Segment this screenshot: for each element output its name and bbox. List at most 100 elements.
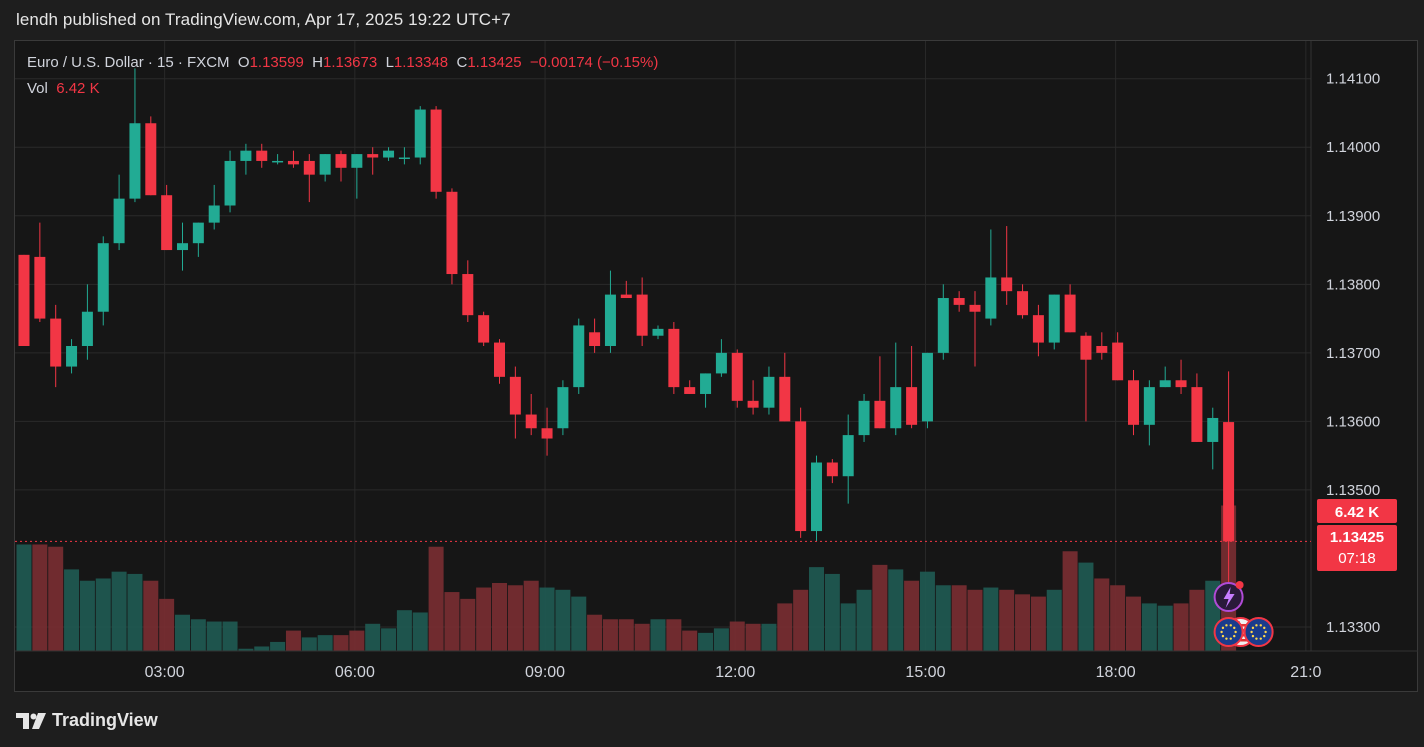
volume-bar: [777, 603, 793, 651]
eu-flag-icon: [1243, 617, 1274, 647]
candle-body: [874, 400, 886, 429]
eu-flag-icon: [1213, 617, 1244, 647]
candle-body: [446, 191, 458, 275]
candle-body: [97, 243, 109, 312]
eu-star: [1221, 626, 1225, 630]
candle-body: [953, 298, 965, 305]
volume-bar: [143, 580, 159, 651]
eu-star: [1229, 624, 1232, 627]
volume-bar: [840, 603, 856, 651]
volume-bar: [951, 585, 967, 651]
open-value: 1.13599: [249, 54, 304, 71]
candle-body: [985, 277, 997, 319]
high-value: 1.13673: [322, 54, 378, 71]
candle-body: [700, 373, 712, 394]
last-price-tag: [1317, 525, 1397, 571]
candle-body: [145, 123, 157, 196]
volume-bar: [587, 614, 603, 651]
volume-tag: [1317, 499, 1397, 523]
candle-body: [1096, 346, 1108, 353]
price-chart[interactable]: 1.14100 1.14000 1.13900 1.13800 1.13700 1.136…: [15, 41, 1418, 691]
y-tick-label: 1.14100: [1326, 71, 1380, 88]
candle-body: [937, 298, 949, 353]
candle-body: [1128, 380, 1139, 425]
candle-body: [224, 160, 236, 206]
volume-bar: [856, 589, 872, 651]
candle-body: [795, 421, 807, 532]
volume-bar: [365, 623, 381, 651]
volume-bar: [872, 564, 888, 651]
volume-bar: [1173, 603, 1189, 651]
candle-body: [430, 109, 442, 192]
volume-bar: [48, 546, 64, 651]
candle-body: [462, 274, 474, 316]
volume-layer: [16, 505, 1237, 651]
candle-body: [1223, 422, 1235, 542]
volume-bar: [238, 648, 254, 651]
candle-body: [494, 342, 505, 377]
countdown-text: 07:18: [1338, 550, 1376, 567]
notification-dot: [1235, 581, 1244, 589]
candle-body: [826, 462, 838, 477]
volume-bar: [698, 632, 714, 651]
x-tick-label: 03:00: [145, 664, 185, 681]
candle-body: [414, 109, 426, 158]
tradingview-logo[interactable]: TradingView: [16, 710, 158, 731]
candle-body: [303, 160, 315, 175]
volume-bar: [32, 544, 48, 651]
volume-bar: [79, 580, 95, 651]
candle-body: [335, 154, 347, 168]
volume-bar: [983, 587, 999, 651]
volume-bar: [16, 544, 32, 651]
candle-body: [921, 352, 933, 422]
publish-attribution: lendh published on TradingView.com, Apr …: [16, 10, 511, 29]
volume-bar: [602, 619, 618, 651]
symbol-label[interactable]: Euro / U.S. Dollar · 15 · FXCM: [27, 54, 230, 71]
volume-bar: [904, 580, 920, 651]
volume-label[interactable]: Vol: [27, 80, 48, 97]
y-tick-label: 1.13500: [1326, 482, 1380, 499]
volume-bar: [492, 583, 507, 651]
volume-bar: [793, 589, 809, 651]
candle-body: [731, 352, 743, 401]
ohlc-legend: Euro / U.S. Dollar · 15 · FXCM O1.13599 …: [27, 54, 658, 71]
volume-bar: [888, 569, 904, 651]
volume-bar: [190, 619, 206, 651]
close-value: 1.13425: [467, 54, 522, 71]
volume-bar: [523, 580, 539, 651]
volume-bar: [412, 612, 428, 651]
candle-body: [715, 352, 727, 374]
tradingview-logo-icon: [16, 712, 46, 729]
volume-bar: [761, 623, 777, 651]
volume-bar: [1078, 562, 1094, 651]
grid-layer: [15, 41, 1311, 651]
volume-bar: [1110, 585, 1126, 651]
eu-star: [1255, 637, 1258, 640]
candle-body: [208, 205, 220, 223]
volume-bar: [967, 589, 983, 651]
candle-body: [240, 150, 252, 161]
volume-bar: [333, 635, 349, 651]
volume-bar: [824, 573, 840, 651]
candle-body: [34, 256, 46, 319]
volume-bar: [159, 598, 175, 651]
volume-bar: [1141, 603, 1157, 651]
candle-body: [573, 325, 585, 388]
close-label: C: [456, 54, 468, 71]
candle-body: [858, 400, 870, 436]
tradingview-brand: TradingView: [52, 710, 158, 730]
volume-bar: [999, 589, 1015, 651]
candle-body: [1175, 380, 1187, 388]
eu-star: [1263, 634, 1266, 638]
volume-bar: [507, 585, 523, 651]
volume-bar: [111, 571, 127, 651]
candle-body: [1191, 387, 1203, 442]
candle-body: [1001, 277, 1013, 292]
candle-body: [192, 222, 204, 244]
eu-star: [1233, 634, 1236, 638]
volume-bar: [682, 630, 698, 651]
candle-body: [1112, 342, 1124, 381]
volume-bar: [1030, 596, 1046, 651]
axis-layer: 1.14100 1.14000 1.13900 1.13800 1.13700 1.136…: [15, 41, 1418, 681]
candle-body: [779, 376, 791, 422]
